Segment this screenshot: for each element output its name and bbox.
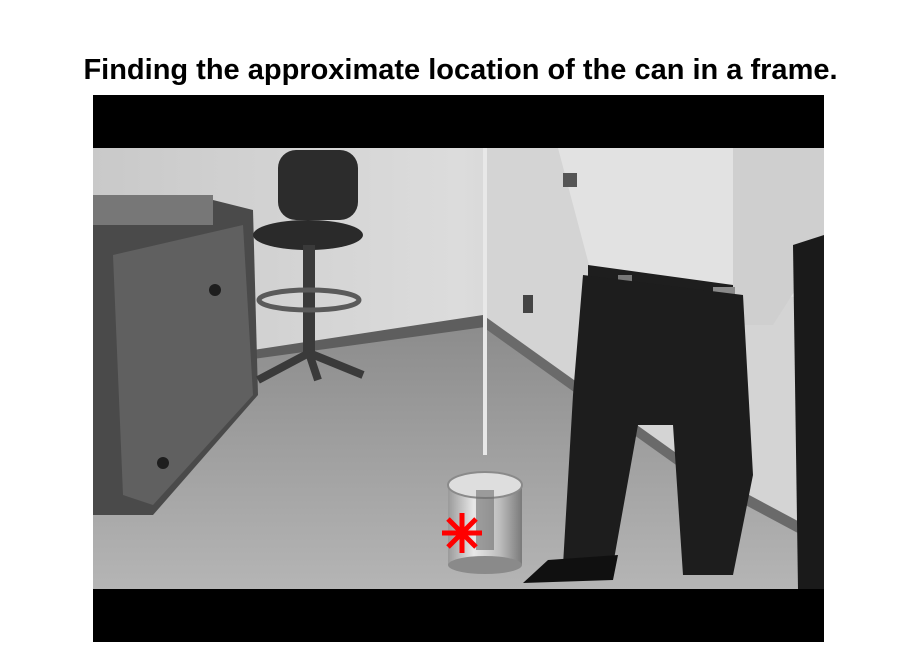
- floor: [93, 325, 824, 589]
- baseboard-right: [483, 315, 824, 547]
- top-letterbox: [93, 95, 824, 148]
- desk-top: [93, 195, 213, 225]
- person: [523, 148, 824, 589]
- figure-title: Finding the approximate location of the …: [83, 54, 838, 86]
- video-frame: [93, 95, 824, 642]
- wall-outlet: [523, 295, 533, 313]
- can: [447, 471, 523, 574]
- asterisk-marker-icon: [442, 513, 482, 553]
- bottom-letterbox: [93, 589, 824, 642]
- desk-knob-upper: [209, 284, 221, 296]
- office-chair: [253, 150, 365, 384]
- video-frame-image: [93, 95, 824, 642]
- desk-knob-lower: [157, 457, 169, 469]
- scene: [93, 148, 824, 589]
